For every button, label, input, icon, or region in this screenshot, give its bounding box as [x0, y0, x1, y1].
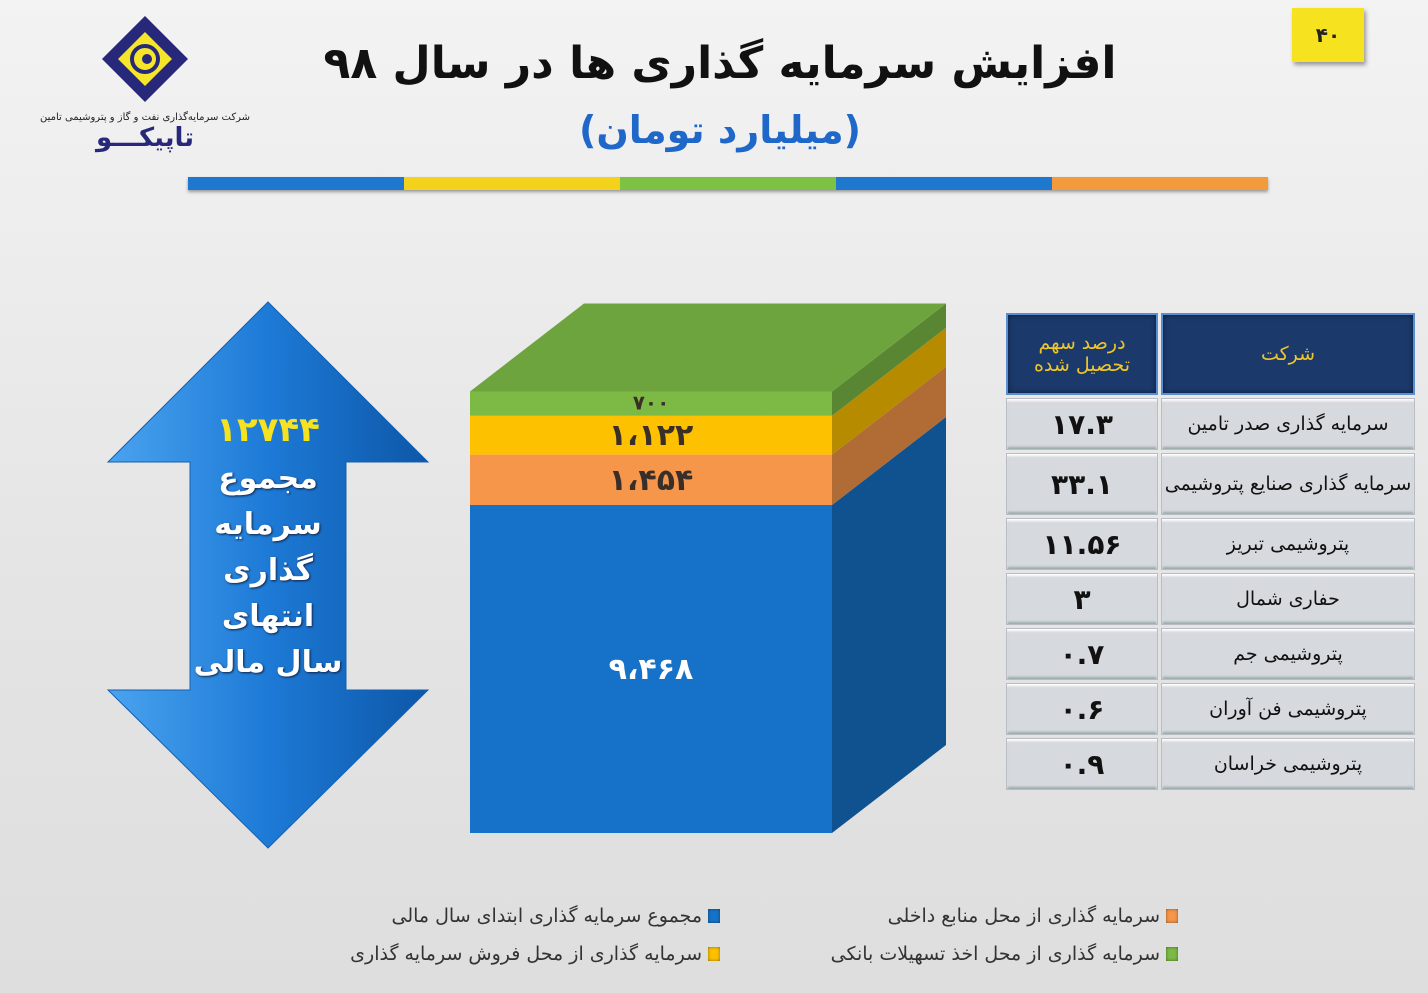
bar-data-label: ۱،۱۲۲: [609, 418, 694, 453]
bar-segment-side: [832, 417, 946, 833]
total-label-line: گذاری: [223, 553, 313, 588]
legend-item: مجموع سرمایه گذاری ابتدای سال مالی: [391, 905, 720, 927]
company-cell: پتروشیمی جم: [1161, 628, 1415, 680]
bar-segment-side: [832, 303, 946, 416]
legend-swatch: [708, 909, 720, 923]
logo-emblem-icon: [102, 16, 188, 102]
table-row: پتروشیمی جم ۰.۷: [1006, 628, 1415, 680]
company-cell: سرمایه گذاری صدر تامین: [1161, 398, 1415, 450]
total-label-line: سال مالی: [193, 645, 343, 680]
stripe-segment: [404, 177, 620, 190]
percent-cell: ۳: [1006, 573, 1158, 625]
stripe-segment: [188, 177, 404, 190]
table-row: پتروشیمی خراسان ۰.۹: [1006, 738, 1415, 790]
legend-item: سرمایه گذاری از محل فروش سرمایه گذاری: [350, 943, 720, 965]
percent-cell: ۰.۷: [1006, 628, 1158, 680]
legend-label: سرمایه گذاری از محل فروش سرمایه گذاری: [350, 943, 702, 965]
percent-cell: ۳۳.۱: [1006, 453, 1158, 515]
percent-cell: ۱۷.۳: [1006, 398, 1158, 450]
bar-segment-front: [470, 454, 832, 505]
company-logo: شرکت سرمایه‌گذاری نفت و گاز و پتروشیمی ت…: [30, 14, 260, 164]
legend-item: سرمایه گذاری از محل اخذ تسهیلات بانکی: [831, 943, 1178, 965]
bar-data-label: ۷۰۰: [633, 391, 670, 415]
page-subtitle: (میلیارد تومان): [579, 108, 861, 152]
table-row: پتروشیمی تبریز ۱۱.۵۶: [1006, 518, 1415, 570]
bar-segment-front: [470, 391, 832, 416]
table-row: سرمایه گذاری صدر تامین ۱۷.۳: [1006, 398, 1415, 450]
legend-label: سرمایه گذاری از محل منابع داخلی: [887, 905, 1160, 927]
legend-swatch: [708, 947, 720, 961]
stripe-segment: [836, 177, 1052, 190]
logo-company-name: شرکت سرمایه‌گذاری نفت و گاز و پتروشیمی ت…: [39, 112, 251, 123]
total-value: ۱۲۷۴۴: [216, 410, 320, 450]
total-callout: ۱۲۷۴۴ مجموع سرمایه گذاری انتهای سال مالی: [190, 410, 346, 686]
percent-cell: ۱۱.۵۶: [1006, 518, 1158, 570]
company-cell: پتروشیمی فن آوران: [1161, 683, 1415, 735]
page-title: افزایش سرمایه گذاری ها در سال ۹۸: [323, 38, 1117, 89]
bar-data-label: ۹،۴۶۸: [609, 652, 694, 687]
bar-segment-side: [832, 327, 946, 455]
header-percent: درصد سهم تحصیل شده: [1006, 313, 1158, 395]
legend-item: سرمایه گذاری از محل منابع داخلی: [888, 905, 1178, 927]
total-label-line: مجموع: [218, 461, 318, 496]
company-cell: پتروشیمی خراسان: [1161, 738, 1415, 790]
company-cell: حفاری شمال: [1161, 573, 1415, 625]
logo-brand: تاپیکـــو: [96, 123, 194, 153]
company-cell: سرمایه گذاری صنایع پتروشیمی: [1161, 453, 1415, 515]
bar-top-face: [470, 303, 946, 392]
header-company: شرکت: [1161, 313, 1415, 395]
bar-segment-front: [470, 415, 832, 455]
legend-label: سرمایه گذاری از محل اخذ تسهیلات بانکی: [830, 943, 1160, 965]
table-row: پتروشیمی فن آوران ۰.۶: [1006, 683, 1415, 735]
percent-cell: ۰.۹: [1006, 738, 1158, 790]
total-label-line: انتهای: [221, 599, 315, 634]
ownership-table: شرکت درصد سهم تحصیل شده سرمایه گذاری صدر…: [1003, 310, 1418, 793]
total-label-line: سرمایه: [214, 507, 322, 542]
stripe-segment: [620, 177, 836, 190]
bar-segment-side: [832, 366, 946, 505]
legend-swatch: [1166, 947, 1178, 961]
legend-swatch: [1166, 909, 1178, 923]
stripe-segment: [1052, 177, 1268, 190]
legend-label: مجموع سرمایه گذاری ابتدای سال مالی: [391, 905, 703, 927]
table-row: سرمایه گذاری صنایع پتروشیمی ۳۳.۱: [1006, 453, 1415, 515]
bar-data-label: ۱،۴۵۴: [609, 463, 694, 498]
title-divider-stripes: [188, 177, 1268, 190]
company-cell: پتروشیمی تبریز: [1161, 518, 1415, 570]
table-row: حفاری شمال ۳: [1006, 573, 1415, 625]
bar-segment-front: [470, 505, 832, 833]
percent-cell: ۰.۶: [1006, 683, 1158, 735]
page-number-badge: ۴۰: [1292, 8, 1364, 62]
